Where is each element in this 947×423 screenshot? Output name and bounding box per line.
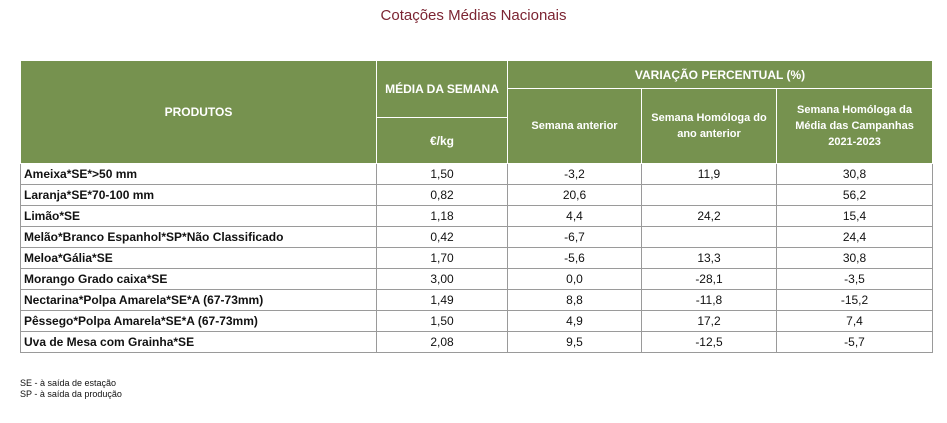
anterior-cell: -6,7 xyxy=(507,226,642,248)
anterior-cell: 4,4 xyxy=(507,205,642,227)
table-row: Pêssego*Polpa Amarela*SE*A (67-73mm) 1,5… xyxy=(20,310,934,332)
campanhas-cell: 15,4 xyxy=(775,205,934,227)
header-unit: €/kg xyxy=(376,117,508,164)
campanhas-cell: 24,4 xyxy=(775,226,934,248)
table-row: Nectarina*Polpa Amarela*SE*A (67-73mm) 1… xyxy=(20,289,934,311)
campanhas-cell: -5,7 xyxy=(775,331,934,353)
product-cell: Nectarina*Polpa Amarela*SE*A (67-73mm) xyxy=(20,289,377,311)
anterior-cell: 20,6 xyxy=(507,184,642,206)
homologa-cell: -12,5 xyxy=(641,331,777,353)
media-cell: 0,42 xyxy=(376,226,508,248)
footnote-sp: SP - à saída da produção xyxy=(20,389,122,399)
homologa-cell xyxy=(641,226,777,248)
footnotes: SE - à saída de estação SP - à saída da … xyxy=(20,378,122,400)
product-cell: Morango Grado caixa*SE xyxy=(20,268,377,290)
campanhas-cell: 30,8 xyxy=(775,247,934,269)
anterior-cell: -5,6 xyxy=(507,247,642,269)
table-row: Melão*Branco Espanhol*SP*Não Classificad… xyxy=(20,226,934,248)
media-cell: 3,00 xyxy=(376,268,508,290)
header-produtos: PRODUTOS xyxy=(20,60,377,164)
media-cell: 1,50 xyxy=(376,310,508,332)
media-cell: 1,70 xyxy=(376,247,508,269)
table-row: Limão*SE 1,18 4,4 24,2 15,4 xyxy=(20,205,934,227)
header-semana-campanhas: Semana Homóloga da Média das Campanhas 2… xyxy=(775,88,934,164)
anterior-cell: 8,8 xyxy=(507,289,642,311)
homologa-cell xyxy=(641,184,777,206)
product-cell: Uva de Mesa com Grainha*SE xyxy=(20,331,377,353)
homologa-cell: -11,8 xyxy=(641,289,777,311)
product-cell: Melão*Branco Espanhol*SP*Não Classificad… xyxy=(20,226,377,248)
table-row: Ameixa*SE*>50 mm 1,50 -3,2 11,9 30,8 xyxy=(20,163,934,185)
homologa-cell: 13,3 xyxy=(641,247,777,269)
homologa-cell: 11,9 xyxy=(641,163,777,185)
table-body: Ameixa*SE*>50 mm 1,50 -3,2 11,9 30,8 Lar… xyxy=(20,163,934,353)
media-cell: 0,82 xyxy=(376,184,508,206)
media-cell: 2,08 xyxy=(376,331,508,353)
homologa-cell: -28,1 xyxy=(641,268,777,290)
header-variacao: VARIAÇÃO PERCENTUAL (%) xyxy=(506,60,934,89)
anterior-cell: -3,2 xyxy=(507,163,642,185)
table-row: Laranja*SE*70-100 mm 0,82 20,6 56,2 xyxy=(20,184,934,206)
campanhas-cell: -3,5 xyxy=(775,268,934,290)
footnote-se: SE - à saída de estação xyxy=(20,378,117,388)
campanhas-cell: 30,8 xyxy=(775,163,934,185)
product-cell: Ameixa*SE*>50 mm xyxy=(20,163,377,185)
product-cell: Meloa*Gália*SE xyxy=(20,247,377,269)
anterior-cell: 0,0 xyxy=(507,268,642,290)
table-row: Uva de Mesa com Grainha*SE 2,08 9,5 -12,… xyxy=(20,331,934,353)
table-row: Morango Grado caixa*SE 3,00 0,0 -28,1 -3… xyxy=(20,268,934,290)
media-cell: 1,49 xyxy=(376,289,508,311)
header-semana-homologa: Semana Homóloga do ano anterior xyxy=(641,88,777,164)
page-title: Cotações Médias Nacionais xyxy=(380,7,567,24)
table-row: Meloa*Gália*SE 1,70 -5,6 13,3 30,8 xyxy=(20,247,934,269)
media-cell: 1,18 xyxy=(376,205,508,227)
prices-table: PRODUTOS MÉDIA DA SEMANA VARIAÇÃO PERCEN… xyxy=(20,60,934,353)
product-cell: Limão*SE xyxy=(20,205,377,227)
campanhas-cell: -15,2 xyxy=(775,289,934,311)
homologa-cell: 17,2 xyxy=(641,310,777,332)
campanhas-cell: 56,2 xyxy=(775,184,934,206)
anterior-cell: 9,5 xyxy=(507,331,642,353)
product-cell: Pêssego*Polpa Amarela*SE*A (67-73mm) xyxy=(20,310,377,332)
anterior-cell: 4,9 xyxy=(507,310,642,332)
header-semana-anterior: Semana anterior xyxy=(507,88,642,164)
media-cell: 1,50 xyxy=(376,163,508,185)
campanhas-cell: 7,4 xyxy=(775,310,934,332)
header-media: MÉDIA DA SEMANA xyxy=(376,60,508,118)
homologa-cell: 24,2 xyxy=(641,205,777,227)
product-cell: Laranja*SE*70-100 mm xyxy=(20,184,377,206)
